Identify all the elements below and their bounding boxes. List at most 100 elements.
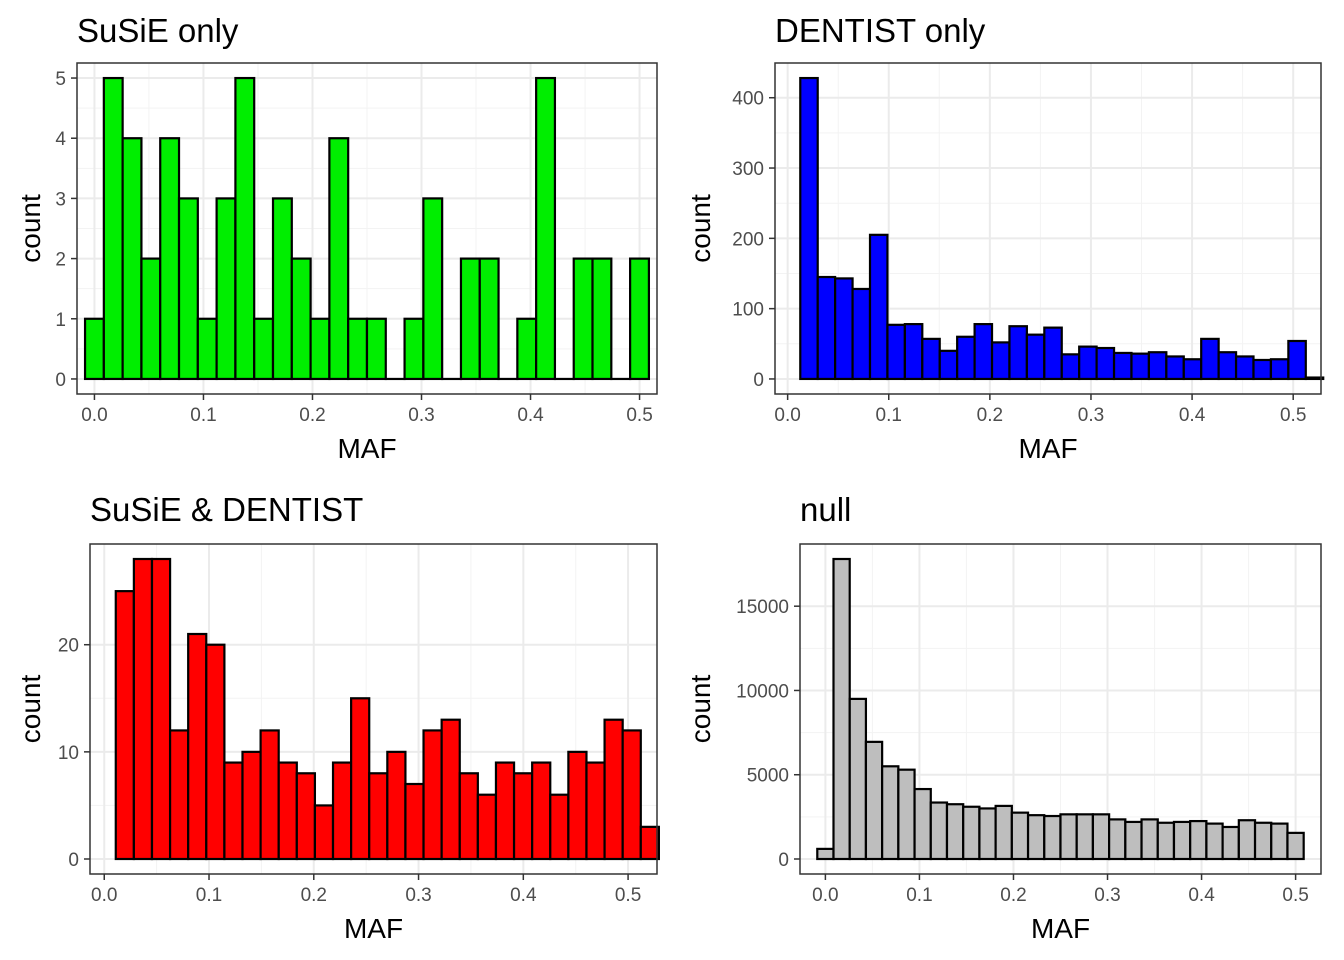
x-tick-label: 0.3 — [1078, 405, 1104, 426]
histogram-bar — [1025, 333, 1046, 381]
histogram-bar — [881, 765, 900, 861]
histogram-bar — [913, 787, 932, 861]
x-tick-label: 0.0 — [774, 405, 800, 426]
y-tick-label: 20 — [58, 636, 79, 657]
histogram-bar — [1095, 346, 1116, 381]
histogram-bar — [1234, 355, 1255, 381]
histogram-bar — [196, 317, 218, 381]
histogram-bar — [921, 337, 941, 381]
y-tick-label: 3 — [55, 189, 66, 210]
x-tick-label: 0.4 — [510, 885, 537, 906]
histogram-bar — [478, 257, 500, 381]
panel-border — [774, 62, 1322, 395]
y-tick-label: 2 — [55, 250, 66, 271]
histogram-bar — [1156, 821, 1176, 861]
histogram-bar — [1252, 358, 1273, 381]
histogram-bar — [938, 349, 959, 381]
histogram-bar — [476, 793, 498, 861]
histogram-bar — [886, 323, 906, 381]
panel-border — [799, 543, 1322, 875]
histogram-bar — [1237, 819, 1257, 861]
histogram-bar — [1108, 818, 1127, 861]
histogram-bar — [868, 233, 889, 381]
histogram-bar — [83, 317, 105, 381]
panel-border — [89, 543, 658, 875]
histogram-bar — [1043, 326, 1063, 381]
y-tick-label: 0 — [753, 370, 764, 391]
histogram-bar — [404, 782, 425, 861]
histogram-bar — [440, 718, 461, 861]
histogram-bar — [1075, 813, 1095, 861]
histogram-bar — [1189, 819, 1208, 861]
chart-title: DENTIST only — [775, 12, 986, 49]
histogram-bar — [422, 197, 444, 381]
histogram-panel-2: 0.0 0.1 0.2 0.3 0.4 0.5 0 100 200 300 400 DENTIST o… — [685, 12, 1325, 464]
x-tick-label: 0.1 — [906, 885, 932, 906]
x-tick-label: 0.3 — [408, 405, 434, 426]
x-tick-label: 0.3 — [1094, 885, 1120, 906]
histogram-bar — [494, 761, 516, 861]
histogram-bar — [591, 257, 613, 381]
histogram-bar — [331, 761, 353, 861]
histogram-bar — [290, 257, 312, 381]
x-tick-label: 0.2 — [977, 405, 1003, 426]
x-tick-label: 0.5 — [626, 405, 652, 426]
histogram-bar — [903, 323, 924, 381]
histogram-bar — [512, 772, 534, 861]
histogram-bar — [1269, 358, 1290, 381]
histogram-bar — [168, 729, 190, 861]
y-axis-label: count — [15, 194, 46, 263]
histogram-bar — [328, 137, 350, 381]
histogram-bar — [567, 750, 588, 861]
histogram-bar — [962, 805, 981, 861]
histogram-bar — [1091, 813, 1111, 861]
histogram-bar — [132, 557, 154, 861]
x-tick-label: 0.0 — [81, 405, 107, 426]
histogram-bar — [864, 740, 884, 861]
histogram-bar — [1078, 345, 1098, 381]
x-tick-label: 0.1 — [190, 405, 216, 426]
histogram-bar — [973, 323, 994, 381]
histogram-bar — [516, 317, 538, 381]
histogram-bar — [990, 341, 1011, 381]
histogram-bar — [1130, 352, 1151, 381]
histogram-bar — [929, 801, 949, 861]
histogram-bar — [1205, 822, 1224, 861]
y-tick-label: 0 — [55, 370, 66, 391]
histogram-bar — [851, 287, 872, 381]
histogram-bar — [1010, 811, 1030, 861]
histogram-bar — [629, 257, 651, 381]
histogram-bar — [1172, 820, 1192, 861]
x-tick-label: 0.5 — [1280, 405, 1306, 426]
histogram-bar — [603, 718, 624, 861]
histogram-bar — [994, 804, 1013, 861]
histogram-bar — [386, 750, 407, 861]
x-tick-label: 0.1 — [876, 405, 902, 426]
y-tick-label: 5 — [55, 69, 66, 90]
histogram-panel-1: 0.0 0.1 0.2 0.3 0.4 0.5 0 1 2 3 4 5 SuSiE only MAF cou… — [15, 12, 658, 464]
x-tick-label: 0.0 — [812, 885, 838, 906]
x-axis-label: MAF — [1018, 433, 1077, 464]
histogram-bar — [1060, 353, 1081, 381]
histogram-bar — [253, 317, 275, 381]
y-tick-label: 0 — [68, 850, 79, 871]
histogram-bar — [458, 772, 479, 861]
x-axis-label: MAF — [1031, 913, 1090, 944]
histogram-bar — [816, 847, 835, 861]
x-axis-label: MAF — [344, 913, 403, 944]
y-axis-label: count — [685, 194, 716, 263]
histogram-bar — [1287, 339, 1307, 381]
histogram-bar — [1124, 820, 1143, 861]
histogram-bar — [121, 137, 143, 381]
histogram-bar — [585, 761, 606, 861]
histogram-bar — [799, 76, 819, 381]
histogram-bar — [1200, 337, 1220, 381]
x-axis-label: MAF — [337, 433, 396, 464]
histogram-bar — [1140, 818, 1159, 861]
histogram-bar — [945, 803, 965, 861]
histogram-bar — [1112, 351, 1133, 381]
histogram-bar — [549, 793, 570, 861]
histogram-bar — [234, 76, 256, 381]
histogram-bar — [177, 197, 199, 381]
chart-title: null — [800, 491, 851, 528]
